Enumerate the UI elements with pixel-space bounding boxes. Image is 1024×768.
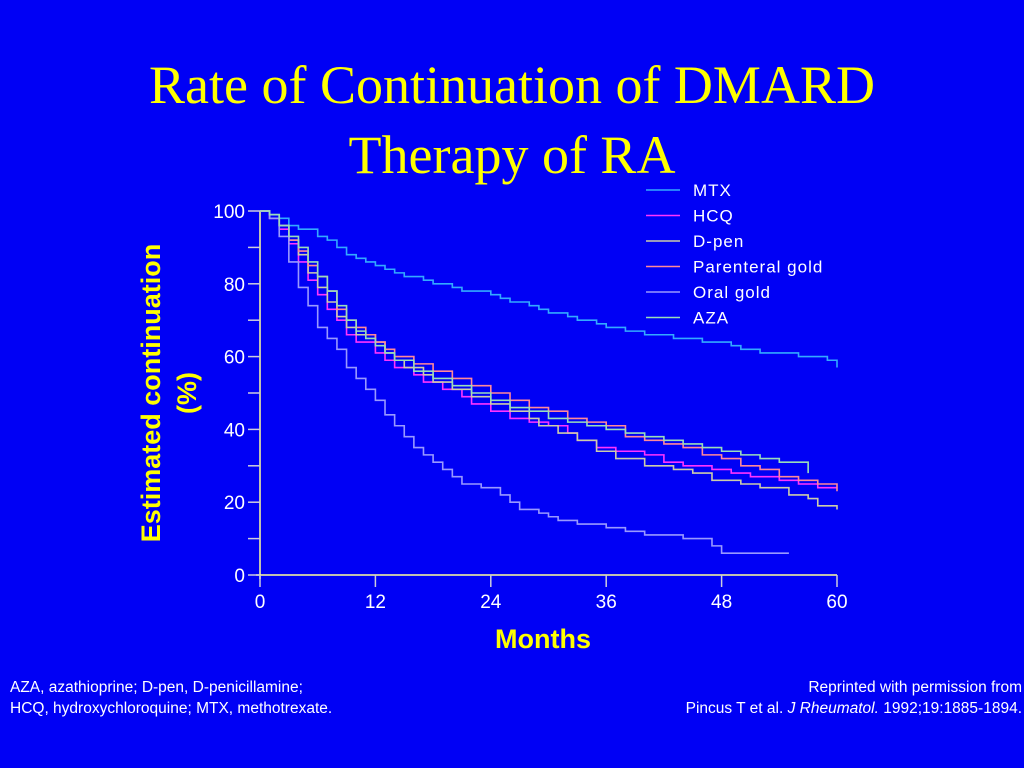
series-line-hcq: [260, 210, 837, 489]
x-tick-label: 48: [711, 592, 732, 613]
series-lines: [260, 210, 838, 554]
legend-label: D-pen: [693, 232, 744, 251]
title-line-1: Rate of Continuation of DMARD: [149, 55, 875, 115]
footnote-right-line-1: Reprinted with permission from: [808, 679, 1022, 696]
x-tick-label: 60: [826, 592, 847, 613]
series-line-mtx: [260, 210, 838, 368]
legend-label: Parenteral gold: [693, 258, 823, 277]
x-axis-label: Months: [495, 624, 591, 654]
series-line-oral-gold: [260, 210, 789, 554]
y-tick-label: 60: [224, 348, 245, 369]
legend-label: MTX: [693, 181, 732, 200]
y-axis-label: Estimated continuation: [136, 244, 166, 543]
y-tick-label: 40: [224, 420, 245, 441]
series-line-aza: [260, 210, 809, 474]
x-tick-label: 0: [255, 592, 266, 613]
footnote-left-line-2: HCQ, hydroxychloroquine; MTX, methotrexa…: [10, 700, 333, 717]
footnote-right-line-2: Pincus T et al. J Rheumatol. 1992;19:188…: [686, 698, 1022, 719]
y-tick-label: 0: [234, 566, 245, 587]
legend-label: AZA: [693, 309, 729, 328]
citation-details: 1992;19:1885-1894.: [878, 700, 1022, 717]
citation-journal: J Rheumatol.: [787, 700, 879, 717]
legend-label: HCQ: [693, 207, 734, 226]
y-axis-label-unit: (%): [172, 372, 202, 414]
title-line-2: Therapy of RA: [348, 125, 676, 185]
axes: 0 20 40 60 80 100 0 12 24 36 48 60: [213, 202, 847, 613]
y-tick-label: 20: [224, 493, 245, 514]
series-line-d-pen: [260, 210, 838, 510]
citation-authors: Pincus T et al.: [685, 700, 788, 717]
y-tick-label: 80: [224, 275, 245, 296]
citation-footnote: Reprinted with permission from Pincus T …: [686, 677, 1022, 719]
y-tick-label: 100: [213, 202, 245, 223]
x-tick-label: 12: [365, 592, 386, 613]
x-tick-label: 24: [480, 592, 502, 613]
legend-label: Oral gold: [693, 283, 771, 302]
slide-title: Rate of Continuation of DMARD Therapy of…: [0, 50, 1024, 190]
footnote-left-line-1: AZA, azathioprine; D-pen, D-penicillamin…: [10, 679, 303, 696]
legend: MTX HCQ D-pen Parenteral gold Oral gold AZA: [646, 181, 823, 328]
x-tick-label: 36: [596, 592, 617, 613]
abbreviations-footnote: AZA, azathioprine; D-pen, D-penicillamin…: [10, 677, 332, 719]
